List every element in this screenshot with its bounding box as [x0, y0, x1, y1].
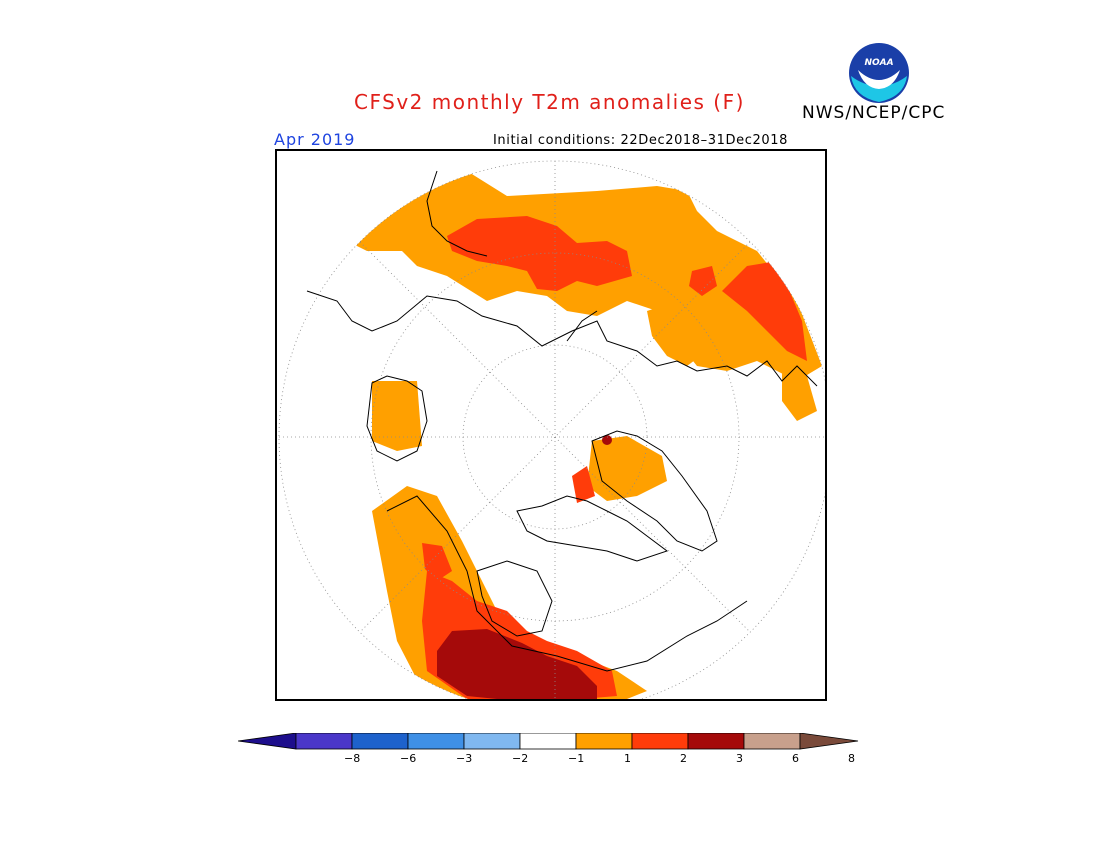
anomaly-russia-2to3: [447, 216, 632, 291]
legend-swatch: [463, 733, 521, 750]
anomaly-chukotka: [782, 371, 817, 421]
anomaly-far-east-2to3: [689, 266, 717, 296]
legend-swatch: [295, 733, 353, 750]
legend-tick-label: 2: [680, 752, 687, 765]
legend-tick-label: −6: [400, 752, 417, 765]
legend-tick-label: 6: [792, 752, 799, 765]
map-frame: [275, 149, 827, 701]
initial-conditions: Initial conditions: 22Dec2018–31Dec2018: [493, 133, 788, 148]
coastline-scandinavia: [426, 170, 488, 257]
coastline-eurasia: [306, 290, 818, 387]
coastline-novaya-zemlya: [566, 310, 598, 342]
anomaly-west-canada-2to3: [422, 543, 452, 581]
legend-tick-label: 3: [736, 752, 743, 765]
legend-tick-label: −2: [512, 752, 529, 765]
anomaly-far-east-1to2: [647, 301, 707, 366]
legend-tick-label: −1: [568, 752, 585, 765]
coastline-north-america: [386, 495, 748, 672]
legend-swatch: [407, 733, 465, 750]
legend-swatch: [631, 733, 689, 750]
noaa-logo-text: NOAA: [864, 58, 893, 68]
legend-swatch: [575, 733, 633, 750]
legend-tick-label: 8: [848, 752, 855, 765]
coastline-greenland: [366, 375, 428, 462]
legend-tick-label: −8: [344, 752, 361, 765]
color-legend: [238, 733, 859, 750]
legend-arrow-high: [799, 733, 859, 750]
polar-map: [278, 160, 825, 699]
legend-swatch: [351, 733, 409, 750]
valid-month: Apr 2019: [274, 130, 356, 149]
legend-swatch: [519, 733, 577, 750]
coastline-canada-archipelago: [516, 495, 669, 562]
anomaly-siberia-2to3: [722, 261, 807, 361]
map-title: CFSv2 monthly T2m anomalies (F): [354, 90, 745, 114]
legend-tick-label: 1: [624, 752, 631, 765]
legend-arrow-low: [238, 733, 297, 750]
noaa-logo: NOAA: [849, 43, 909, 103]
anomaly-greenland-1to2: [372, 381, 422, 451]
anomaly-arctic-canada-2to3: [572, 466, 595, 503]
agency-label: NWS/NCEP/CPC: [802, 103, 946, 123]
legend-swatch: [743, 733, 801, 750]
coastline-alaska: [591, 430, 718, 552]
anomaly-hudson-6to8: [437, 629, 597, 699]
legend-tick-label: −3: [456, 752, 473, 765]
coastline-hudson-bay: [476, 560, 553, 637]
legend-swatch: [687, 733, 745, 750]
